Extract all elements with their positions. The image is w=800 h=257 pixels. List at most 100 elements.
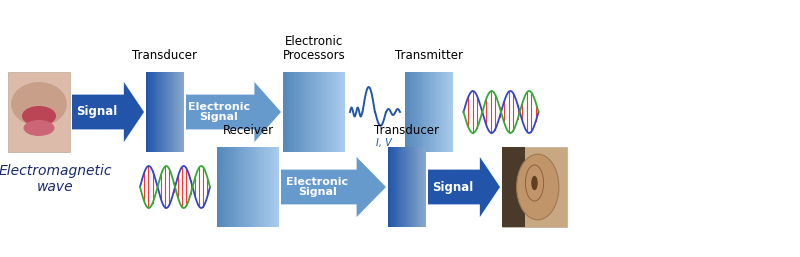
Ellipse shape bbox=[22, 106, 56, 126]
Bar bbox=[234, 147, 236, 227]
Bar bbox=[153, 72, 154, 152]
Bar bbox=[418, 147, 419, 227]
Bar bbox=[433, 72, 434, 152]
Bar bbox=[410, 147, 411, 227]
Bar bbox=[308, 72, 310, 152]
Bar bbox=[265, 147, 266, 227]
Bar bbox=[259, 147, 261, 227]
Bar bbox=[450, 72, 452, 152]
Bar bbox=[243, 147, 245, 227]
Bar bbox=[502, 147, 525, 227]
Bar bbox=[336, 72, 338, 152]
Bar bbox=[421, 72, 422, 152]
Bar bbox=[148, 72, 149, 152]
Bar bbox=[290, 72, 292, 152]
Bar bbox=[388, 147, 389, 227]
Bar bbox=[410, 72, 411, 152]
Bar bbox=[266, 147, 268, 227]
Bar bbox=[441, 72, 442, 152]
Bar bbox=[425, 147, 426, 227]
Bar bbox=[180, 72, 181, 152]
Bar bbox=[393, 147, 394, 227]
Bar bbox=[315, 72, 317, 152]
Ellipse shape bbox=[11, 82, 67, 126]
Polygon shape bbox=[186, 82, 281, 142]
Bar bbox=[258, 147, 259, 227]
Bar bbox=[175, 72, 176, 152]
Bar bbox=[256, 147, 258, 227]
Bar bbox=[394, 147, 395, 227]
Bar bbox=[428, 72, 429, 152]
Bar bbox=[436, 72, 438, 152]
Bar bbox=[306, 72, 308, 152]
Bar bbox=[225, 147, 226, 227]
Bar bbox=[154, 72, 155, 152]
Text: Electronic
Signal: Electronic Signal bbox=[188, 102, 250, 122]
Bar bbox=[278, 147, 279, 227]
Bar bbox=[330, 72, 331, 152]
Bar bbox=[413, 147, 414, 227]
Bar bbox=[295, 72, 297, 152]
Bar bbox=[228, 147, 230, 227]
Bar bbox=[399, 147, 400, 227]
Bar bbox=[152, 72, 153, 152]
Bar bbox=[431, 72, 433, 152]
Bar bbox=[150, 72, 152, 152]
Bar bbox=[447, 72, 448, 152]
Bar bbox=[248, 147, 250, 227]
Bar bbox=[404, 147, 405, 227]
Bar bbox=[400, 147, 402, 227]
Bar bbox=[417, 147, 418, 227]
Bar bbox=[170, 72, 172, 152]
Bar bbox=[270, 147, 271, 227]
Bar bbox=[407, 147, 408, 227]
Bar bbox=[147, 72, 148, 152]
Bar bbox=[217, 147, 218, 227]
Bar bbox=[254, 147, 256, 227]
Bar bbox=[502, 147, 567, 227]
Bar bbox=[246, 147, 248, 227]
Bar bbox=[446, 72, 447, 152]
Bar bbox=[328, 72, 330, 152]
Bar bbox=[233, 147, 234, 227]
Bar bbox=[339, 72, 340, 152]
Bar bbox=[331, 72, 333, 152]
Bar bbox=[155, 72, 157, 152]
Text: I, V: I, V bbox=[376, 138, 392, 148]
Bar bbox=[157, 72, 158, 152]
Bar bbox=[424, 147, 425, 227]
Bar bbox=[173, 72, 174, 152]
Bar bbox=[414, 147, 415, 227]
Bar bbox=[422, 72, 423, 152]
Bar bbox=[423, 147, 424, 227]
Bar bbox=[325, 72, 326, 152]
Bar bbox=[302, 72, 303, 152]
Bar bbox=[403, 147, 404, 227]
Bar bbox=[178, 72, 179, 152]
Bar bbox=[271, 147, 273, 227]
Bar bbox=[438, 72, 440, 152]
Bar bbox=[167, 72, 168, 152]
Bar bbox=[250, 147, 251, 227]
Ellipse shape bbox=[517, 154, 559, 220]
Bar bbox=[333, 72, 334, 152]
Bar bbox=[222, 147, 223, 227]
Bar bbox=[294, 72, 295, 152]
Bar bbox=[434, 72, 435, 152]
Bar bbox=[251, 147, 253, 227]
Bar bbox=[310, 72, 311, 152]
Text: Electronic
Processors: Electronic Processors bbox=[282, 35, 346, 62]
Bar bbox=[429, 72, 430, 152]
Text: Signal: Signal bbox=[432, 180, 474, 194]
Bar bbox=[223, 147, 225, 227]
Bar bbox=[165, 72, 166, 152]
Bar bbox=[161, 72, 162, 152]
Text: Transmitter: Transmitter bbox=[395, 49, 463, 62]
Bar bbox=[311, 72, 313, 152]
Bar bbox=[285, 72, 286, 152]
Bar bbox=[448, 72, 450, 152]
Bar bbox=[313, 72, 314, 152]
Bar bbox=[253, 147, 254, 227]
Bar bbox=[397, 147, 398, 227]
Bar bbox=[163, 72, 164, 152]
